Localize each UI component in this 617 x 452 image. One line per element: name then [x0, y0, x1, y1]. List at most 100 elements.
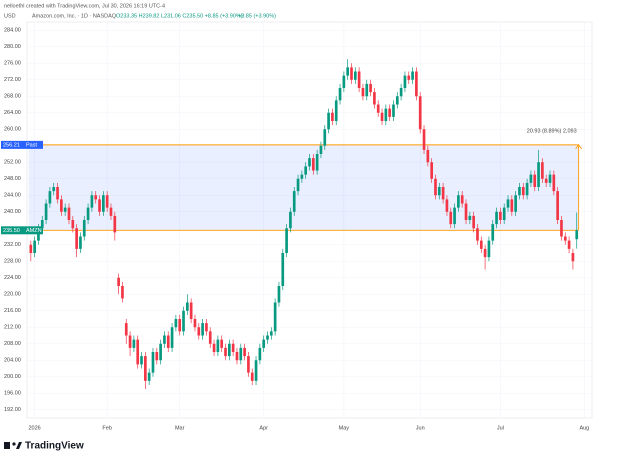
candle-body	[247, 356, 250, 373]
candle-body	[495, 211, 498, 225]
candle-body	[113, 215, 117, 233]
candle-body	[365, 83, 369, 97]
candle-body	[205, 323, 208, 332]
candle-body	[201, 323, 204, 336]
y-tick-label: 212.00	[4, 325, 21, 331]
candle-body	[334, 100, 338, 121]
x-tick-label: Apr	[259, 425, 268, 431]
candle-body	[453, 207, 456, 225]
y-tick-label: 280.00	[4, 44, 21, 50]
candle-body	[136, 339, 140, 365]
y-tick-label: 228.00	[4, 259, 21, 265]
candle-body	[193, 319, 197, 328]
grid	[27, 22, 592, 418]
candle-body	[357, 71, 361, 88]
candle-body	[273, 302, 277, 332]
candle-body	[350, 67, 353, 80]
candle-body	[94, 195, 98, 200]
candle-body	[33, 240, 36, 253]
symbol: Amazon.com, Inc. · 1D · NASDAQ	[32, 13, 117, 19]
candle-body	[105, 195, 109, 208]
candle-body	[392, 104, 395, 117]
candle-body	[567, 240, 571, 249]
candle-body	[460, 195, 464, 204]
candle-body	[155, 352, 159, 361]
candle-body	[541, 162, 544, 179]
candle-body	[353, 71, 357, 80]
logo-dot	[12, 442, 16, 446]
candle-body	[487, 240, 491, 258]
candle-body	[563, 236, 567, 241]
candle-body	[235, 352, 239, 361]
candle-body	[250, 372, 254, 381]
candle-body	[109, 207, 113, 216]
candle-body	[407, 75, 411, 80]
y-tick-label: 220.00	[4, 292, 21, 298]
candle-body	[399, 88, 403, 97]
y-tick-label: 244.00	[4, 193, 21, 199]
x-tick-label: Jun	[416, 425, 425, 431]
zone-fill	[28, 144, 579, 231]
candle-body	[147, 372, 151, 381]
candle-body	[90, 195, 94, 208]
candle-body	[300, 174, 304, 179]
candle-body	[296, 178, 300, 192]
candle-body	[79, 236, 82, 249]
y-tick-label: 276.00	[4, 61, 21, 67]
candle-body	[224, 347, 227, 357]
candle-body	[476, 228, 479, 241]
logo	[4, 442, 22, 449]
y-tick-label: 248.00	[4, 176, 21, 182]
y-tick-label: 284.00	[4, 28, 21, 34]
candle-body	[323, 129, 327, 146]
y-tick-label: 272.00	[4, 77, 21, 83]
candle-body	[434, 178, 437, 196]
candle-body	[575, 230, 579, 240]
candle-body	[369, 83, 372, 93]
credit: nelloethl created with TradingView.com, …	[4, 3, 165, 9]
candle-body	[239, 347, 243, 361]
level-label: 256.21	[3, 142, 20, 148]
candle-body	[285, 228, 288, 253]
logo-slash	[16, 442, 22, 449]
candle-body	[403, 75, 407, 88]
y-tick-label: 224.00	[4, 275, 21, 281]
candle-body	[304, 166, 308, 175]
y-tick-label: 208.00	[4, 341, 21, 347]
candle-body	[262, 339, 266, 348]
candle-body	[506, 199, 510, 208]
candle-body	[292, 191, 296, 212]
candle-body	[514, 195, 517, 212]
candle-body	[544, 178, 548, 183]
level-tag-bg	[1, 226, 43, 235]
candle-body	[464, 203, 468, 220]
candle-body	[277, 286, 281, 303]
candle-body	[411, 71, 414, 80]
level-label: 235.50	[3, 228, 20, 234]
candle-body	[556, 191, 559, 220]
candle-body	[525, 182, 529, 196]
candle-body	[102, 195, 105, 212]
candle-body	[86, 207, 90, 220]
candle-body	[315, 154, 319, 171]
arrow-head	[575, 144, 582, 150]
candle-body	[140, 356, 143, 365]
candle-body	[430, 162, 433, 179]
candle-body	[186, 302, 189, 311]
candle-body	[457, 195, 460, 208]
candle-body	[376, 104, 380, 113]
candle-body	[170, 327, 174, 348]
candle-body	[331, 112, 334, 121]
candle-body	[338, 88, 342, 101]
candle-body	[151, 352, 155, 373]
y-tick-label: 196.00	[4, 391, 21, 397]
brand: TradingView	[25, 441, 84, 452]
candle-body	[479, 240, 483, 249]
candle-body	[537, 162, 540, 187]
y-tick-label: 216.00	[4, 308, 21, 314]
candle-body	[231, 343, 235, 352]
candle-body	[243, 347, 246, 357]
x-tick-label: Mar	[175, 425, 185, 431]
candle-body	[388, 108, 392, 117]
candle-body	[384, 108, 388, 121]
